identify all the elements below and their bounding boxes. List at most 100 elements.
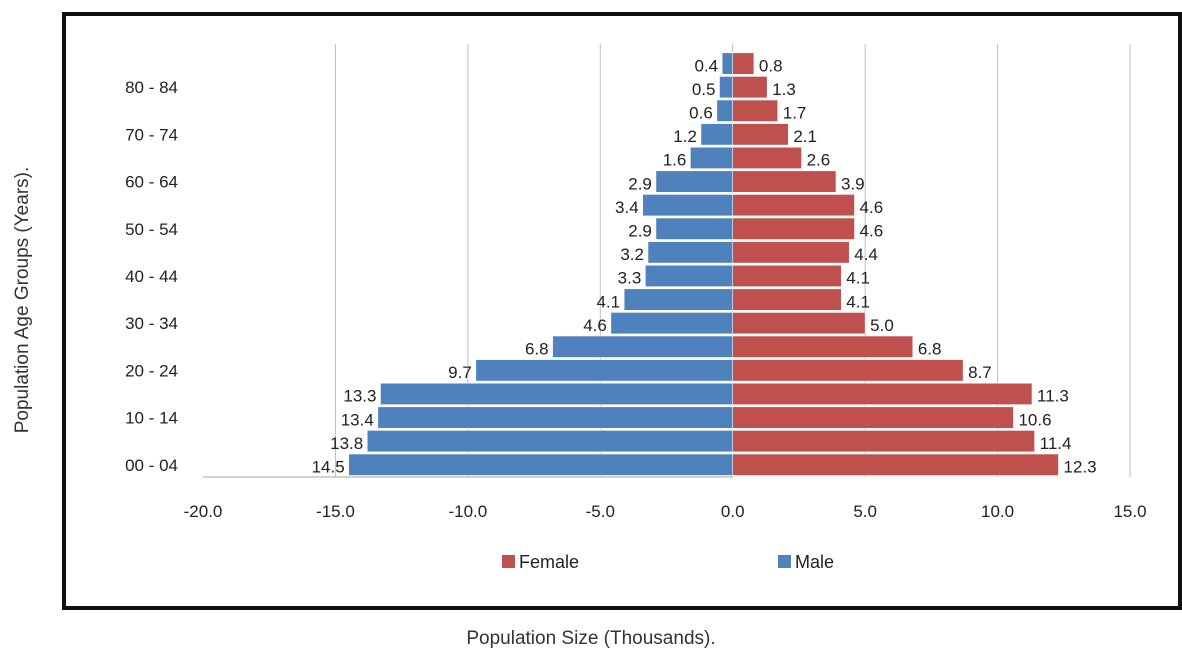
female-bar <box>732 359 964 382</box>
female-value-label: 6.8 <box>918 340 942 359</box>
legend-label-female: Female <box>519 552 579 572</box>
female-bar <box>732 170 837 193</box>
male-bar <box>377 406 734 429</box>
male-bar <box>647 241 734 264</box>
female-bar <box>732 146 802 169</box>
female-bar <box>732 76 768 99</box>
male-bar <box>380 382 734 406</box>
female-value-label: 4.1 <box>846 269 870 288</box>
male-bar <box>716 99 734 122</box>
female-bar <box>732 264 842 288</box>
male-value-label: 3.2 <box>620 245 644 264</box>
y-tick-label: 00 - 04 <box>125 456 178 475</box>
male-bar <box>719 76 734 99</box>
y-tick-label: 40 - 44 <box>125 267 178 286</box>
chart-frame <box>62 12 1182 610</box>
male-value-label: 0.4 <box>694 56 718 75</box>
legend: Female Male <box>502 552 834 572</box>
axes: -20.0 -15.0 -10.0 -5.0 0.0 5.0 10.0 15.0 00 - 04… <box>125 78 1146 521</box>
male-bar <box>348 453 734 476</box>
female-bar <box>732 406 1014 429</box>
male-value-label: 4.1 <box>596 292 620 311</box>
x-tick-label: -5.0 <box>586 502 615 521</box>
legend-label-male: Male <box>795 552 834 572</box>
male-value-label: 2.9 <box>628 222 652 241</box>
male-value-label: 4.6 <box>583 316 607 335</box>
female-value-label: 2.6 <box>807 151 831 170</box>
y-tick-label: 60 - 64 <box>125 173 178 192</box>
male-bar <box>645 264 734 288</box>
female-bar <box>732 312 866 335</box>
male-value-label: 0.6 <box>689 104 713 123</box>
male-bar <box>655 170 734 193</box>
x-tick-label: 0.0 <box>721 502 745 521</box>
female-value-label: 11.3 <box>1037 387 1069 406</box>
female-value-label: 1.7 <box>783 104 807 123</box>
x-tick-label: 10.0 <box>981 502 1014 521</box>
male-value-label: 2.9 <box>628 174 652 193</box>
female-bar <box>732 382 1033 406</box>
x-axis-title: Population Size (Thousands). <box>466 628 716 649</box>
female-bar <box>732 453 1059 476</box>
male-bar <box>700 123 734 146</box>
female-value-label: 2.1 <box>793 127 817 146</box>
male-bar <box>655 217 734 240</box>
male-bar <box>366 430 734 453</box>
female-bar <box>732 335 914 358</box>
female-bar <box>732 194 855 217</box>
y-axis-title: Population Age Groups (Years). <box>12 167 33 434</box>
female-value-label: 11.4 <box>1040 434 1072 453</box>
male-value-label: 13.3 <box>343 387 376 406</box>
male-bar <box>552 335 734 358</box>
y-tick-label: 80 - 84 <box>125 78 178 97</box>
y-tick-label: 50 - 54 <box>125 220 178 239</box>
male-value-label: 14.5 <box>312 458 345 477</box>
female-value-label: 1.3 <box>772 80 796 99</box>
y-axis-title-wrapper: Population Age Groups (Years). <box>12 167 33 434</box>
female-bar <box>732 288 842 311</box>
male-value-label: 13.4 <box>341 410 374 429</box>
male-bar <box>690 146 734 169</box>
male-value-label: 3.3 <box>618 269 642 288</box>
x-tick-label: 15.0 <box>1113 502 1146 521</box>
female-value-label: 4.6 <box>860 198 884 217</box>
legend-swatch-female <box>502 555 515 568</box>
female-bar <box>732 217 855 240</box>
male-value-label: 1.6 <box>663 151 687 170</box>
female-value-label: 8.7 <box>968 363 992 382</box>
male-bar <box>642 194 734 217</box>
female-value-label: 12.3 <box>1063 458 1096 477</box>
data-labels: 12.311.410.611.38.76.85.04.14.14.44.64.6… <box>312 56 1097 476</box>
bars <box>348 52 1059 476</box>
male-bar <box>475 359 734 382</box>
x-tick-label: 5.0 <box>853 502 877 521</box>
male-value-label: 6.8 <box>525 340 549 359</box>
female-value-label: 10.6 <box>1018 410 1051 429</box>
female-value-label: 4.4 <box>854 245 878 264</box>
female-value-label: 5.0 <box>870 316 894 335</box>
female-bar <box>732 430 1035 453</box>
female-value-label: 3.9 <box>841 174 865 193</box>
female-value-label: 4.1 <box>846 292 870 311</box>
male-bar <box>721 52 734 75</box>
male-bar <box>610 312 734 335</box>
x-tick-label: -10.0 <box>448 502 487 521</box>
y-tick-label: 70 - 74 <box>125 125 178 144</box>
female-bar <box>732 241 850 264</box>
female-value-label: 4.6 <box>860 222 884 241</box>
male-value-label: 13.8 <box>330 434 363 453</box>
male-value-label: 0.5 <box>692 80 716 99</box>
female-bar <box>732 52 755 75</box>
x-tick-label: -20.0 <box>184 502 223 521</box>
y-tick-label: 20 - 24 <box>125 361 178 380</box>
female-bar <box>732 99 779 122</box>
male-value-label: 9.7 <box>448 363 472 382</box>
y-tick-label: 10 - 14 <box>125 409 178 428</box>
male-bar <box>623 288 734 311</box>
male-value-label: 3.4 <box>615 198 639 217</box>
male-value-label: 1.2 <box>673 127 697 146</box>
y-tick-label: 30 - 34 <box>125 314 178 333</box>
legend-swatch-male <box>778 555 791 568</box>
x-tick-label: -15.0 <box>316 502 355 521</box>
